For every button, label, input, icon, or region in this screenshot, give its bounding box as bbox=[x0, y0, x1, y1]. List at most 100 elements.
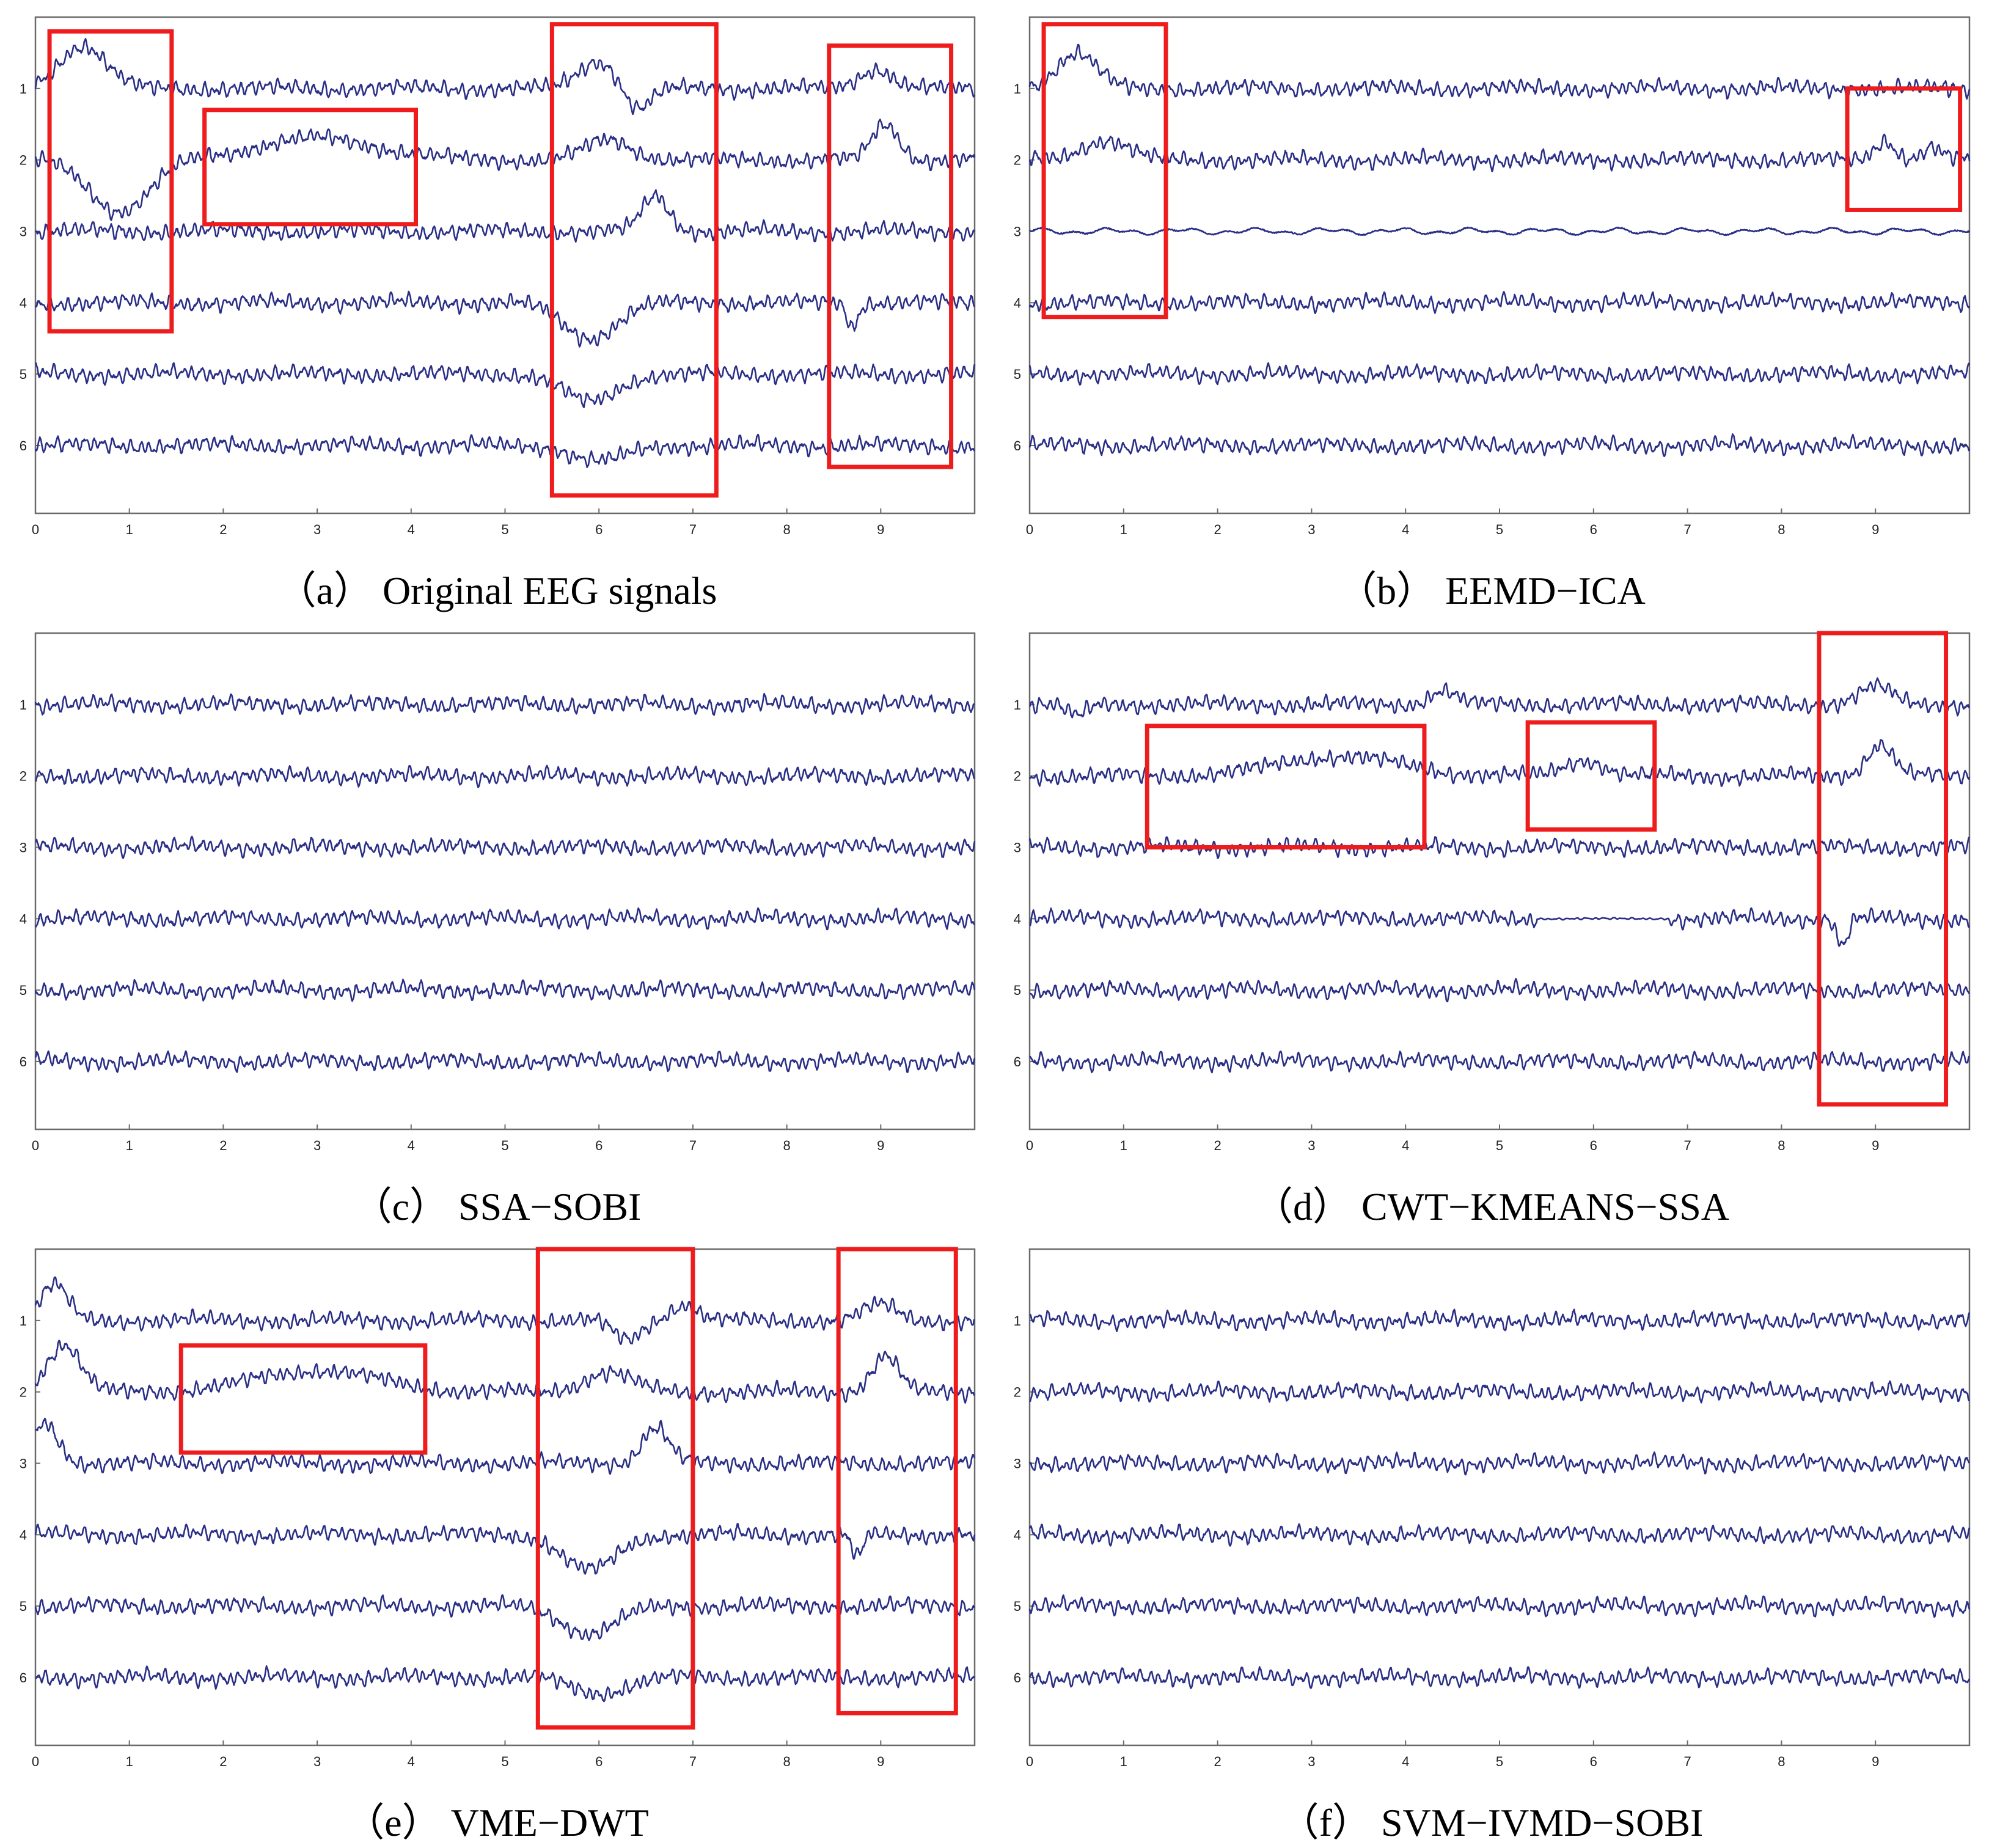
x-tick-label: 1 bbox=[126, 1754, 133, 1769]
x-tick-label: 3 bbox=[313, 522, 321, 537]
eeg-trace-channel-6 bbox=[34, 433, 975, 468]
x-tick-label: 4 bbox=[1402, 1754, 1409, 1769]
eeg-trace-channel-6 bbox=[34, 1050, 976, 1073]
channel-label: 4 bbox=[20, 911, 27, 926]
artifact-highlight-box bbox=[1845, 86, 1963, 212]
x-tick-label: 9 bbox=[1872, 522, 1879, 537]
eeg-trace-channel-2 bbox=[35, 765, 975, 788]
channel-label: 3 bbox=[1014, 840, 1021, 856]
eeg-trace-channel-4 bbox=[1028, 291, 1971, 314]
x-tick-label: 0 bbox=[1026, 522, 1033, 537]
channel-label: 4 bbox=[20, 1527, 27, 1542]
x-tick-label: 8 bbox=[783, 1754, 790, 1769]
channel-label: 5 bbox=[20, 367, 27, 382]
eeg-trace-channel-2 bbox=[1029, 1380, 1970, 1404]
x-tick-label: 0 bbox=[32, 522, 39, 537]
eeg-trace-channel-1 bbox=[34, 1276, 975, 1345]
x-tick-label: 3 bbox=[1308, 1138, 1315, 1153]
artifact-highlight-box bbox=[202, 108, 418, 227]
channel-label: 4 bbox=[1014, 911, 1021, 926]
x-tick-label: 5 bbox=[501, 1138, 508, 1153]
x-tick-label: 8 bbox=[1778, 522, 1785, 537]
x-tick-label: 8 bbox=[1778, 1138, 1785, 1153]
eeg-trace-channel-1 bbox=[1029, 677, 1970, 719]
artifact-highlight-box bbox=[535, 1247, 695, 1730]
channel-label: 5 bbox=[1014, 1599, 1021, 1614]
eeg-plot-f: 0 1 2 3 4 5 6 7 8 9 1 2 3 4 5 6 bbox=[1014, 1248, 1971, 1769]
panel-f: 0 1 2 3 4 5 6 7 8 9 1 2 3 4 5 6 （f） SVM−IVMD−SOBI bbox=[994, 1232, 1989, 1848]
x-tick-label: 6 bbox=[1590, 1138, 1597, 1153]
channel-label: 3 bbox=[20, 1456, 27, 1472]
eeg-plot-a: 0 1 2 3 4 5 6 7 8 9 1 2 3 4 5 6 bbox=[20, 16, 976, 537]
eeg-trace-channel-3 bbox=[1028, 836, 1970, 859]
x-tick-label: 8 bbox=[783, 1138, 790, 1153]
channel-label: 5 bbox=[1014, 367, 1021, 382]
x-tick-label: 0 bbox=[1026, 1138, 1033, 1153]
x-tick-label: 8 bbox=[1778, 1754, 1785, 1769]
x-tick-label: 0 bbox=[32, 1138, 39, 1153]
x-tick-label: 5 bbox=[501, 1754, 508, 1769]
x-tick-label: 0 bbox=[32, 1754, 39, 1769]
artifact-highlight-box bbox=[1041, 22, 1168, 320]
channel-label: 2 bbox=[20, 769, 27, 784]
artifact-highlight-box bbox=[1525, 720, 1657, 832]
x-tick-label: 7 bbox=[1683, 1138, 1691, 1153]
eeg-plot-e: 0 1 2 3 4 5 6 7 8 9 1 2 3 4 5 6 bbox=[20, 1247, 976, 1769]
eeg-trace-channel-5 bbox=[34, 1594, 975, 1641]
x-tick-label: 9 bbox=[877, 522, 884, 537]
channel-label: 6 bbox=[1014, 1670, 1021, 1685]
x-tick-label: 1 bbox=[126, 1138, 133, 1153]
eeg-trace-channel-1 bbox=[34, 38, 976, 116]
x-tick-label: 4 bbox=[408, 1138, 415, 1153]
eeg-trace-channel-4 bbox=[1029, 907, 1971, 947]
channel-label: 3 bbox=[20, 224, 27, 240]
x-tick-label: 6 bbox=[595, 1754, 603, 1769]
x-tick-label: 4 bbox=[1402, 522, 1409, 537]
eeg-trace-channel-1 bbox=[34, 692, 975, 716]
channel-label: 3 bbox=[1014, 1456, 1021, 1472]
panel-c: 0 1 2 3 4 5 6 7 8 9 1 2 3 4 5 6 （c） SSA−SOBI bbox=[0, 616, 994, 1232]
channel-label: 5 bbox=[20, 983, 27, 998]
channel-label: 6 bbox=[20, 1670, 27, 1685]
artifact-highlight-box bbox=[827, 43, 954, 469]
eeg-trace-channel-4 bbox=[34, 907, 975, 931]
x-tick-label: 9 bbox=[877, 1754, 884, 1769]
eeg-trace-channel-2 bbox=[34, 119, 976, 221]
eeg-trace-channel-5 bbox=[1029, 978, 1970, 1003]
eeg-trace-channel-5 bbox=[34, 978, 976, 1002]
channel-label: 5 bbox=[1014, 983, 1021, 998]
eeg-trace-channel-4 bbox=[34, 290, 975, 348]
panel-b: 0 1 2 3 4 5 6 7 8 9 1 2 3 4 5 6 （b） EEMD−ICA bbox=[994, 0, 1989, 616]
panel-a: 0 1 2 3 4 5 6 7 8 9 1 2 3 4 5 6 （a） Original EEG signal… bbox=[0, 0, 994, 616]
x-tick-label: 6 bbox=[1590, 522, 1597, 537]
x-tick-label: 4 bbox=[1402, 1138, 1409, 1153]
caption-f: （f） SVM−IVMD−SOBI bbox=[1280, 1801, 1704, 1844]
eeg-trace-channel-5 bbox=[1028, 1594, 1971, 1618]
x-tick-label: 2 bbox=[1214, 1754, 1221, 1769]
channel-label: 2 bbox=[20, 1385, 27, 1400]
artifact-highlight-box bbox=[1817, 631, 1949, 1107]
channel-label: 1 bbox=[20, 1313, 27, 1329]
caption-a: （a） Original EEG signals bbox=[277, 569, 717, 612]
channel-label: 2 bbox=[1014, 769, 1021, 784]
x-tick-label: 6 bbox=[595, 1138, 603, 1153]
caption-d: （d） CWT−KMEANS−SSA bbox=[1253, 1185, 1730, 1228]
channel-label: 3 bbox=[1014, 224, 1021, 240]
eeg-trace-channel-6 bbox=[1028, 433, 1971, 458]
x-tick-label: 7 bbox=[1683, 1754, 1691, 1769]
channel-label: 6 bbox=[1014, 438, 1021, 453]
channel-label: 1 bbox=[1014, 81, 1021, 97]
x-tick-label: 3 bbox=[313, 1138, 321, 1153]
caption-b: （b） EEMD−ICA bbox=[1338, 569, 1646, 612]
x-tick-label: 4 bbox=[408, 522, 415, 537]
eeg-trace-channel-2 bbox=[1028, 133, 1971, 172]
channel-label: 6 bbox=[20, 438, 27, 453]
channel-label: 2 bbox=[20, 153, 27, 168]
x-tick-label: 9 bbox=[1872, 1138, 1879, 1153]
x-tick-label: 5 bbox=[1496, 522, 1503, 537]
caption-e: （e） VME−DWT bbox=[345, 1801, 649, 1844]
caption-c: （c） SSA−SOBI bbox=[353, 1185, 642, 1228]
eeg-trace-channel-3 bbox=[1029, 226, 1971, 237]
artifact-highlight-box bbox=[836, 1247, 958, 1715]
channel-label: 3 bbox=[20, 840, 27, 856]
